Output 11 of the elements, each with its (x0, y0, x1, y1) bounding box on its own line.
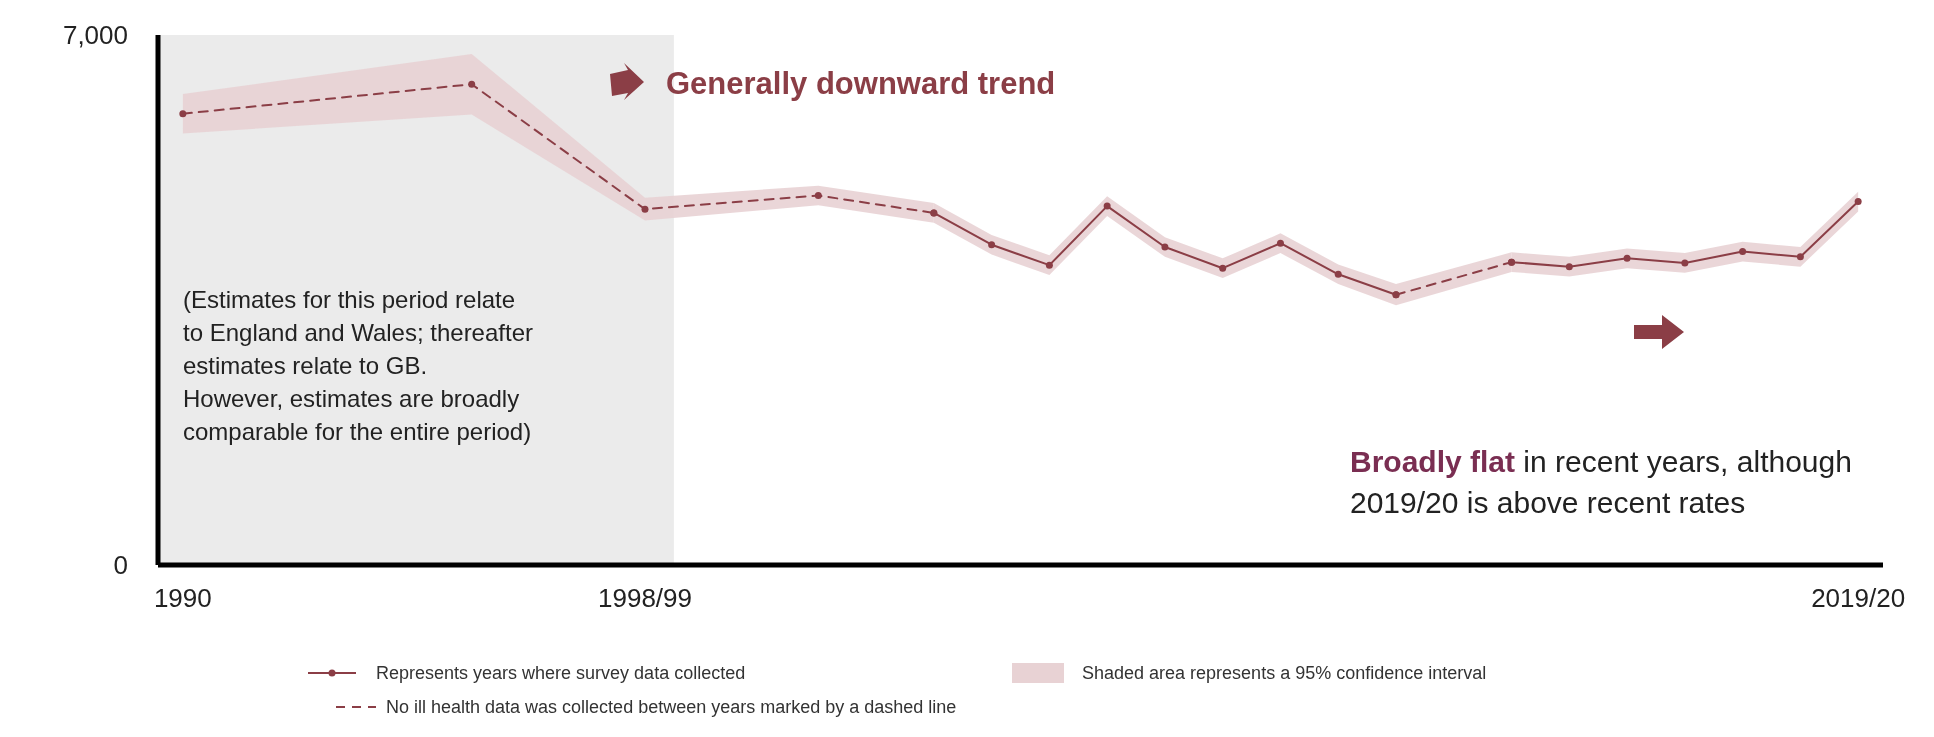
annotation: Broadly flat in recent years, although 2019/20 is above recent rates (1350, 445, 1852, 519)
y-tick-label: 7,000 (62, 20, 128, 51)
x-tick-label: 1998/99 (598, 583, 692, 613)
band-label: (Estimates for this period relate to England and Wales; thereafter estimates relate to GB. However, estimates are broadly comparable for the entire period) (183, 286, 533, 445)
x-tick-label: 2019/20 (1811, 583, 1906, 613)
x-tick-label: 1990 (153, 583, 212, 613)
legend-label: Represents years where survey data collected (376, 663, 746, 683)
text: Shaded area represents a 95% confidence interval (1082, 663, 1487, 683)
legend-label: No ill health data was collected between years marked by a dashed line (386, 697, 957, 717)
annotation: Generally downward trend (666, 66, 1056, 101)
y-tick-label: 0 (113, 550, 128, 581)
